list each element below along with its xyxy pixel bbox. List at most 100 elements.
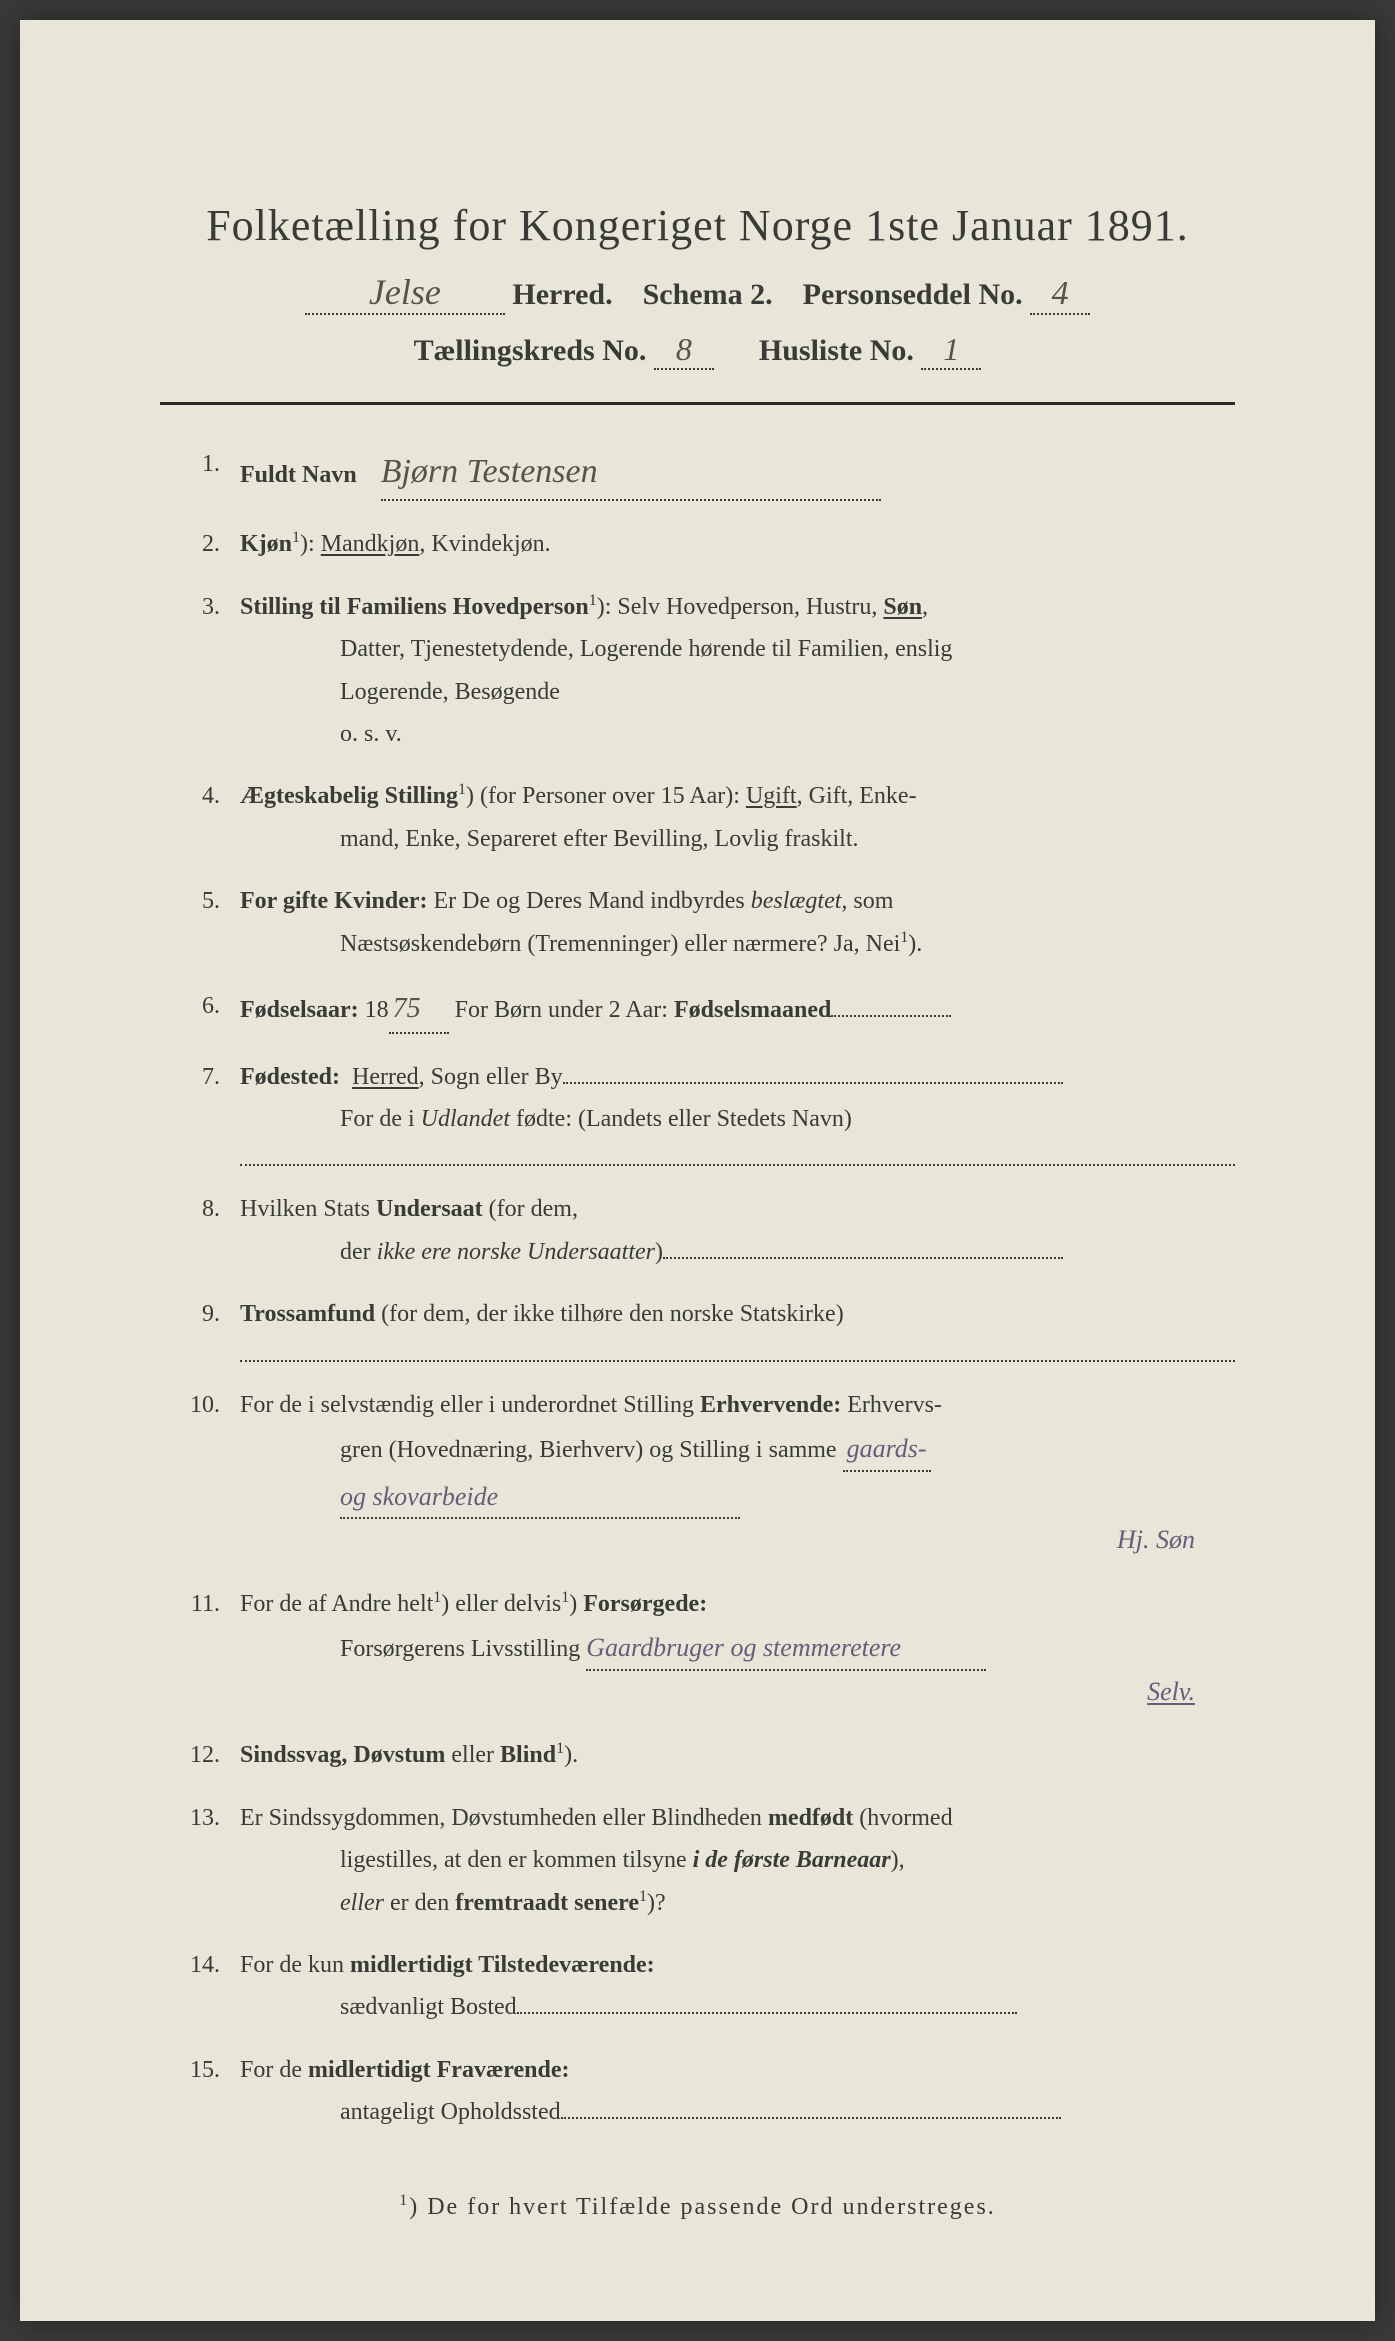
sub1: Næstsøskendebørn (Tremenninger) eller næ…	[240, 925, 1235, 963]
form-item-8: 8. Hvilken Stats Undersaat (for dem, der…	[180, 1190, 1235, 1271]
taellingskreds-hw: 8	[654, 331, 714, 370]
sub2: Selv.	[240, 1671, 1235, 1713]
text1: eller	[445, 1742, 500, 1768]
divider	[160, 402, 1235, 405]
text2: (for dem,	[483, 1196, 578, 1222]
sub1a: der	[340, 1239, 377, 1265]
header-title: Folketælling for Kongeriget Norge 1ste J…	[160, 200, 1235, 251]
form-item-14: 14. For de kun midlertidigt Tilstedevære…	[180, 1946, 1235, 2027]
provider-hw1: Gaardbruger og stemmeretere	[586, 1627, 986, 1671]
label2: Fødselsmaaned	[674, 997, 831, 1023]
header-line-3: Tællingskreds No. 8 Husliste No. 1	[160, 331, 1235, 370]
form-item-3: 3. Stilling til Familiens Hovedperson1):…	[180, 588, 1235, 754]
item-body: For de midlertidigt Fraværende: antageli…	[240, 2051, 1235, 2132]
herred-label: Herred.	[512, 278, 612, 311]
text2: som	[847, 888, 893, 914]
item-num: 11.	[180, 1585, 240, 1713]
item-label: Fødselsaar:	[240, 997, 359, 1023]
text3: ),	[891, 1847, 905, 1873]
whereabouts-blank	[561, 2117, 1061, 2119]
item-num: 3.	[180, 588, 240, 754]
form-item-9: 9. Trossamfund (for dem, der ikke tilhør…	[180, 1295, 1235, 1361]
form-item-1: 1. Fuldt Navn Bjørn Testensen	[180, 445, 1235, 501]
personseddel-hw: 4	[1030, 275, 1090, 315]
text2: ) eller delvis	[441, 1591, 561, 1617]
item-num: 15.	[180, 2051, 240, 2132]
sub1: For de i Udlandet fødte: (Landets eller …	[240, 1100, 1235, 1138]
sub1: gren (Hovednæring, Bierhverv) og Stillin…	[240, 1428, 1235, 1472]
sub1: mand, Enke, Separeret efter Bevilling, L…	[240, 820, 1235, 858]
sub1: antageligt Opholdssted	[240, 2093, 1235, 2131]
italic: Udlandet	[421, 1106, 510, 1132]
birthplace-blank	[563, 1082, 1063, 1084]
text1: Er De og Deres Mand indbyrdes	[428, 888, 751, 914]
text4: )?	[647, 1890, 666, 1916]
form-item-5: 5. For gifte Kvinder: Er De og Deres Man…	[180, 882, 1235, 963]
form-item-7: 7. Fødested: Herred, Sogn eller By For d…	[180, 1058, 1235, 1167]
item-body: Er Sindssygdommen, Døvstumheden eller Bl…	[240, 1799, 1235, 1922]
item-label: midlertidigt Fraværende:	[308, 2057, 570, 2083]
item-num: 1.	[180, 445, 240, 501]
document-page: Folketælling for Kongeriget Norge 1ste J…	[20, 20, 1375, 2321]
opt-selected: Mandkjøn	[321, 531, 420, 557]
item-num: 5.	[180, 882, 240, 963]
item-num: 13.	[180, 1799, 240, 1922]
text1: 18	[359, 997, 389, 1023]
item-num: 14.	[180, 1946, 240, 2027]
sub1: sædvanligt Bosted	[240, 1988, 1235, 2026]
text1: For de	[240, 2057, 308, 2083]
sub1-text: Næstsøskendebørn (Tremenninger) eller næ…	[340, 931, 900, 957]
sub2-italic: eller	[340, 1890, 384, 1916]
form-item-13: 13. Er Sindssygdommen, Døvstumheden elle…	[180, 1799, 1235, 1922]
text2: ).	[564, 1742, 578, 1768]
occupation-hw2: og skovarbeide	[340, 1476, 740, 1520]
item-num: 12.	[180, 1736, 240, 1774]
schema-label: Schema 2.	[643, 278, 773, 311]
italic: ikke ere norske Undersaatter	[377, 1239, 655, 1265]
sub1-text: sædvanligt Bosted	[340, 1994, 517, 2020]
form-item-11: 11. For de af Andre helt1) eller delvis1…	[180, 1585, 1235, 1713]
super: 1	[589, 592, 597, 609]
text2: (hvormed	[853, 1805, 952, 1831]
sub1: Forsørgerens Livsstilling Gaardbruger og…	[240, 1627, 1235, 1671]
husliste-label: Husliste No.	[759, 334, 914, 367]
item-num: 10.	[180, 1386, 240, 1561]
italic1: i de første Barneaar	[693, 1847, 891, 1873]
sub1b: fødte: (Landets eller Stedets Navn)	[510, 1106, 852, 1132]
text3: )	[655, 1239, 663, 1265]
text1: Hvilken Stats	[240, 1196, 376, 1222]
text2: , Gift, Enke-	[797, 783, 917, 809]
text1: ) (for Personer over 15 Aar):	[466, 783, 746, 809]
super: 1	[639, 1888, 647, 1905]
item-label: Fuldt Navn	[240, 462, 357, 488]
text1: , Sogn eller By	[419, 1064, 563, 1090]
item-body: Fødested: Herred, Sogn eller By For de i…	[240, 1058, 1235, 1167]
text1: For de kun	[240, 1952, 350, 1978]
opt-selected: Ugift	[746, 783, 797, 809]
item-num: 6.	[180, 987, 240, 1034]
item-label: For gifte Kvinder:	[240, 888, 428, 914]
sub2: og skovarbeide	[240, 1476, 1235, 1520]
form-item-2: 2. Kjøn1): Mandkjøn, Kvindekjøn.	[180, 525, 1235, 563]
item-body: For gifte Kvinder: Er De og Deres Mand i…	[240, 882, 1235, 963]
item-body: Fuldt Navn Bjørn Testensen	[240, 445, 1235, 501]
item-label: Forsørgede:	[583, 1591, 707, 1617]
item-body: For de i selvstændig eller i underordnet…	[240, 1386, 1235, 1561]
month-blank	[831, 1015, 951, 1017]
sub1a: ligestilles, at den er kommen tilsyne	[340, 1847, 693, 1873]
text3: ).	[908, 931, 922, 957]
item-body: Kjøn1): Mandkjøn, Kvindekjøn.	[240, 525, 1235, 563]
item-label: Stilling til Familiens Hovedperson	[240, 594, 589, 620]
text: ):	[300, 531, 321, 557]
sub1-text: gren (Hovednæring, Bierhverv) og Stillin…	[340, 1437, 837, 1463]
item-label: Erhvervende:	[700, 1392, 841, 1418]
item-num: 8.	[180, 1190, 240, 1271]
super: 1	[292, 529, 300, 546]
item-label: medfødt	[768, 1805, 853, 1831]
item-body: Hvilken Stats Undersaat (for dem, der ik…	[240, 1190, 1235, 1271]
item-label: Trossamfund	[240, 1301, 375, 1327]
label2: fremtraadt senere	[455, 1890, 639, 1916]
residence-blank	[517, 2012, 1017, 2014]
sub3: Hj. Søn	[240, 1519, 1235, 1561]
religion-blank	[240, 1338, 1235, 1362]
